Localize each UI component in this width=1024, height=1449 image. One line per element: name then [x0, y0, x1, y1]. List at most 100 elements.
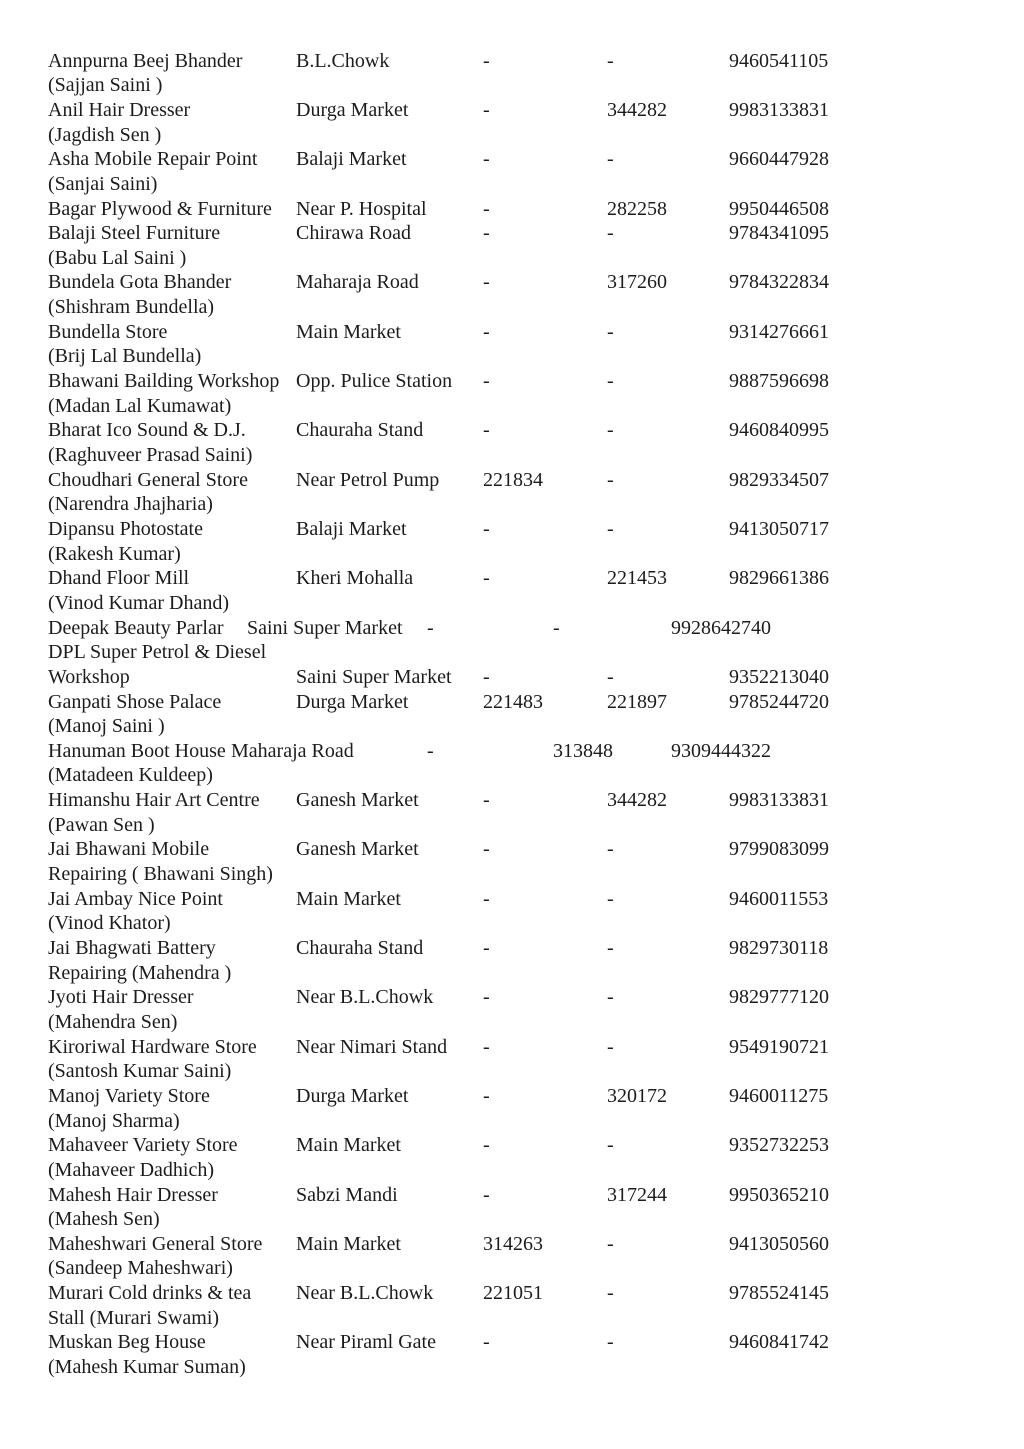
entry-landline-2: 221453	[607, 567, 667, 590]
directory-row-line: (Vinod Khator)	[0, 911, 1024, 936]
entry-name-line: (Brij Lal Bundella)	[48, 345, 202, 368]
entry-landline-1: -	[483, 1183, 490, 1206]
entry-location: Balaji Market	[296, 517, 407, 540]
entry-landline-1: -	[483, 665, 490, 688]
entry-name-line: Bhawani Bailding Workshop	[48, 370, 280, 393]
entry-name-line: (Manoj Sharma)	[48, 1109, 180, 1132]
entry-mobile: 9549190721	[729, 1035, 829, 1058]
entry-location: Saini Super Market	[247, 616, 403, 639]
entry-landline-2: 221897	[607, 690, 667, 713]
directory-row-line: (Rakesh Kumar)	[0, 542, 1024, 567]
directory-row-line: DPL Super Petrol & Diesel	[0, 640, 1024, 665]
entry-name-line: Bundela Gota Bhander	[48, 271, 232, 294]
directory-row-line: Mahaveer Variety Store Main Market - - 93527…	[0, 1133, 1024, 1158]
entry-name-line: Ganpati Shose Palace	[48, 690, 222, 713]
entry-name-line: Dipansu Photostate	[48, 517, 203, 540]
entry-name-line: (Mahesh Sen)	[48, 1208, 160, 1231]
entry-name-line: Asha Mobile Repair Point	[48, 148, 258, 171]
entry-name-line: Jai Ambay Nice Point	[48, 887, 223, 910]
entry-name-line: (Mahendra Sen)	[48, 1010, 178, 1033]
entry-name-line: (Manoj Saini )	[48, 715, 165, 738]
entry-landline-2: -	[607, 665, 614, 688]
directory-row-line: Maheshwari General Store Main Market 31426…	[0, 1232, 1024, 1257]
entry-name-line: Anil Hair Dresser	[48, 98, 191, 121]
directory-row-line: (Pawan Sen )	[0, 813, 1024, 838]
entry-location: Near Piraml Gate	[296, 1331, 436, 1354]
entry-landline-1: -	[483, 222, 490, 245]
entry-name-line: Manoj Variety Store	[48, 1084, 210, 1107]
entry-landline-1: -	[483, 1084, 490, 1107]
entry-name-line: Repairing (Mahendra )	[48, 961, 232, 984]
entry-name-line: Bundella Store	[48, 320, 168, 343]
entry-landline-1: -	[483, 197, 490, 220]
directory-row-line: Mahesh Hair Dresser Sabzi Mandi - 317244 995…	[0, 1183, 1024, 1208]
entry-landline-1: -	[483, 320, 490, 343]
directory-row-line: (Jagdish Sen )	[0, 123, 1024, 148]
directory-row-line: Jai Bhawani Mobile Ganesh Market - - 9799083…	[0, 837, 1024, 862]
directory-row-line: (Shishram Bundella)	[0, 295, 1024, 320]
directory-row-line: Hanuman Boot House Maharaja Road - 313848 93…	[0, 739, 1024, 764]
entry-landline-1: -	[483, 1134, 490, 1157]
entry-landline-2: -	[607, 49, 614, 72]
entry-mobile: 9352732253	[729, 1134, 829, 1157]
entry-landline-1: -	[483, 49, 490, 72]
entry-landline-2: 320172	[607, 1084, 667, 1107]
directory-row-line: Muskan Beg House Near Piraml Gate - - 946084…	[0, 1330, 1024, 1355]
entry-name-line: (Jagdish Sen )	[48, 123, 162, 146]
directory-row-line: (Sandeep Maheshwari)	[0, 1256, 1024, 1281]
entry-landline-2: -	[553, 616, 560, 639]
entry-landline-2: -	[607, 320, 614, 343]
entry-name-line: (Vinod Khator)	[48, 912, 171, 935]
entry-name-line: (Sandeep Maheshwari)	[48, 1257, 233, 1280]
entry-location: Saini Super Market	[296, 665, 452, 688]
entry-landline-1: -	[483, 887, 490, 910]
directory-row-line: (Mahaveer Dadhich)	[0, 1158, 1024, 1183]
entry-name-line: Annpurna Beej Bhander	[48, 49, 243, 72]
directory-row-line: Bundela Gota Bhander Maharaja Road - 317260…	[0, 270, 1024, 295]
entry-landline-1: -	[483, 838, 490, 861]
entry-location: Main Market	[296, 320, 401, 343]
entry-mobile: 9784341095	[729, 222, 829, 245]
entry-landline-1: -	[483, 1035, 490, 1058]
entry-location: Near Petrol Pump	[296, 468, 440, 491]
entry-name-line: (Mahaveer Dadhich)	[48, 1158, 215, 1181]
directory-row-line: Stall (Murari Swami)	[0, 1306, 1024, 1331]
entry-landline-1: -	[483, 419, 490, 442]
directory-row-line: (Narendra Jhajharia)	[0, 492, 1024, 517]
entry-name-line: Mahaveer Variety Store	[48, 1134, 238, 1157]
entry-name-line: Jai Bhawani Mobile	[48, 838, 210, 861]
entry-mobile: 9784322834	[729, 271, 829, 294]
entry-mobile: 9309444322	[671, 739, 771, 762]
directory-row-line: (Manoj Sharma)	[0, 1109, 1024, 1134]
entry-name-line: Hanuman Boot House	[48, 739, 226, 762]
entry-mobile: 9983133831	[729, 789, 829, 812]
entry-name-line: (Raghuveer Prasad Saini)	[48, 444, 253, 466]
entry-name-line: (Shishram Bundella)	[48, 296, 215, 319]
entry-name-line: Jai Bhagwati Battery	[48, 937, 216, 959]
entry-landline-2: -	[607, 1282, 614, 1305]
entry-landline-1: 221051	[483, 1282, 543, 1305]
directory-row-line: (Vinod Kumar Dhand)	[0, 591, 1024, 616]
entry-name-line: (Santosh Kumar Saini)	[48, 1060, 232, 1083]
entry-location: Chirawa Road	[296, 222, 411, 245]
entry-landline-1: -	[483, 517, 490, 540]
entry-location: Durga Market	[296, 1084, 409, 1107]
entry-landline-2: -	[607, 887, 614, 910]
entry-name-line: (Rakesh Kumar)	[48, 542, 181, 565]
entry-mobile: 9928642740	[671, 616, 771, 639]
entry-mobile: 9829730118	[729, 937, 829, 959]
entry-landline-2: 317244	[607, 1183, 667, 1206]
entry-name-line: Choudhari General Store	[48, 468, 248, 491]
entry-mobile: 9660447928	[729, 148, 829, 171]
directory-row-line: (Matadeen Kuldeep)	[0, 763, 1024, 788]
entry-landline-1: -	[483, 937, 490, 959]
entry-name-line: Kiroriwal Hardware Store	[48, 1035, 257, 1058]
directory-row-line: (Brij Lal Bundella)	[0, 344, 1024, 369]
entry-name-line: Dhand Floor Mill	[48, 567, 190, 590]
entry-location: Kheri Mohalla	[296, 567, 414, 590]
directory-row-line: Anil Hair Dresser Durga Market - 344282 9983…	[0, 98, 1024, 123]
entry-name-line: (Vinod Kumar Dhand)	[48, 591, 229, 614]
entry-landline-2: 344282	[607, 789, 667, 812]
directory-row-line: Deepak Beauty Parlar Saini Super Market - -…	[0, 616, 1024, 641]
entry-mobile: 9460011275	[729, 1084, 829, 1107]
